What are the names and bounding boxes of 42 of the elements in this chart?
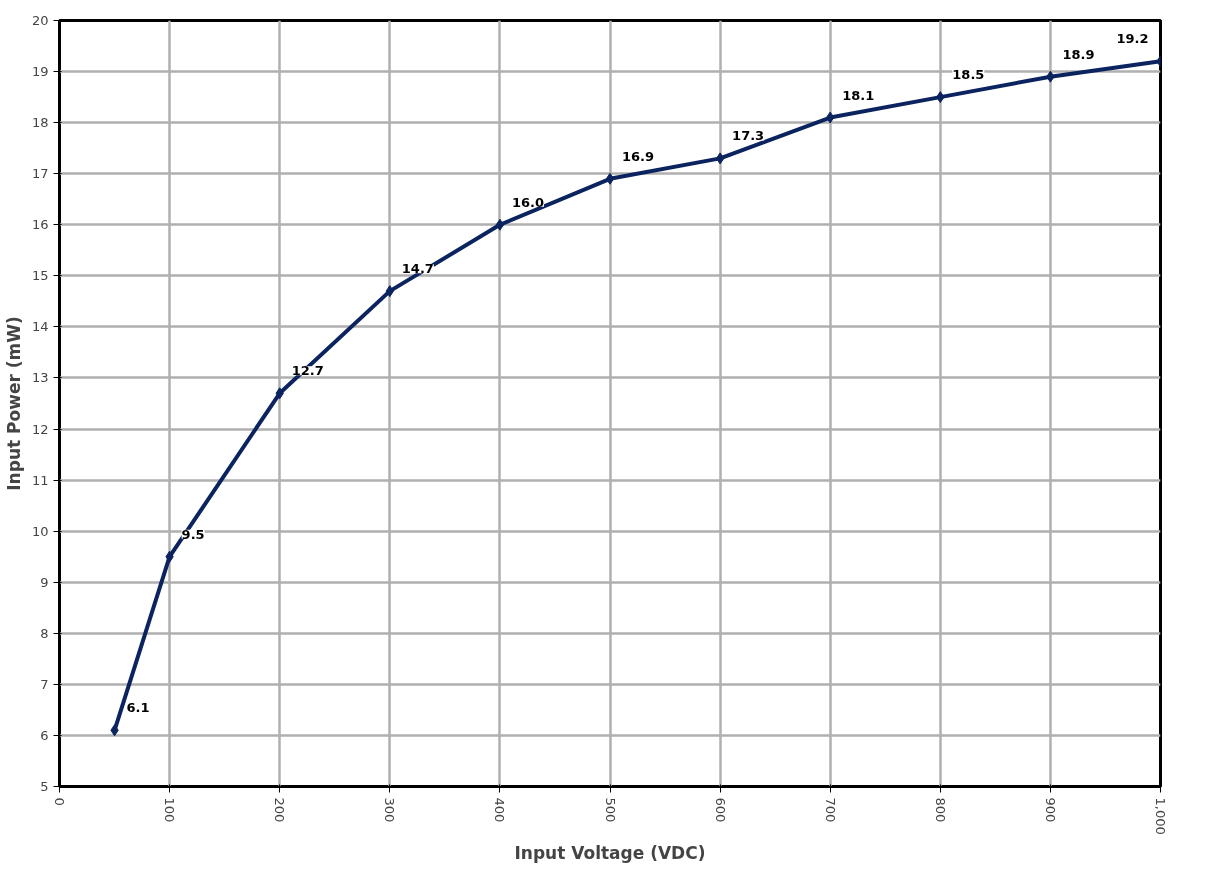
data-label: 14.7 [401, 261, 434, 277]
data-label: 12.7 [291, 363, 324, 379]
x-axis-title: Input Voltage (VDC) [514, 842, 706, 863]
y-tick-label: 7 [40, 676, 49, 692]
y-tick-label: 14 [31, 319, 49, 335]
y-tick-label: 18 [31, 115, 49, 131]
y-tick-label: 9 [40, 574, 49, 590]
y-tick-label: 8 [40, 625, 49, 641]
data-label: 16.0 [511, 194, 544, 210]
point [495, 218, 505, 231]
x-tick-label: 300 [382, 797, 398, 823]
y-tick-label: 13 [31, 370, 49, 386]
x-tick-label: 600 [712, 797, 728, 823]
data-label: 18.1 [842, 87, 875, 103]
x-tick-label: 400 [492, 797, 508, 823]
y-tick-label: 5 [40, 779, 49, 794]
x-tick-label: 200 [272, 797, 288, 823]
y-tick-label: 16 [31, 217, 49, 233]
x-tick-label: 500 [602, 797, 618, 823]
x-tick-label: 1,000 [1153, 797, 1168, 835]
y-tick-label: 11 [31, 472, 49, 488]
y-tick-label: 6 [40, 727, 49, 743]
data-label: 19.2 [1116, 31, 1149, 47]
data-label: 16.9 [622, 148, 655, 164]
x-tick-label: 700 [822, 797, 838, 823]
x-tick-label: 0 [52, 797, 67, 806]
y-tick-label: 12 [31, 421, 49, 437]
data-label: 18.9 [1062, 46, 1095, 62]
y-axis-title: Input Power (mW) [3, 316, 24, 491]
y-tick-label: 19 [31, 64, 49, 80]
x-tick-label: 100 [162, 797, 178, 823]
data-label: 9.5 [181, 526, 205, 542]
x-tick-label: 900 [1042, 797, 1058, 823]
point [715, 152, 725, 165]
data-label: 6.1 [126, 700, 150, 716]
y-tick-label: 15 [31, 268, 49, 284]
x-tick-label: 800 [932, 797, 948, 823]
data-label: 17.3 [732, 128, 765, 144]
y-tick-label: 10 [31, 523, 49, 539]
y-tick-label: 20 [31, 13, 49, 28]
data-label: 18.5 [952, 67, 985, 83]
y-tick-label: 17 [31, 166, 49, 182]
